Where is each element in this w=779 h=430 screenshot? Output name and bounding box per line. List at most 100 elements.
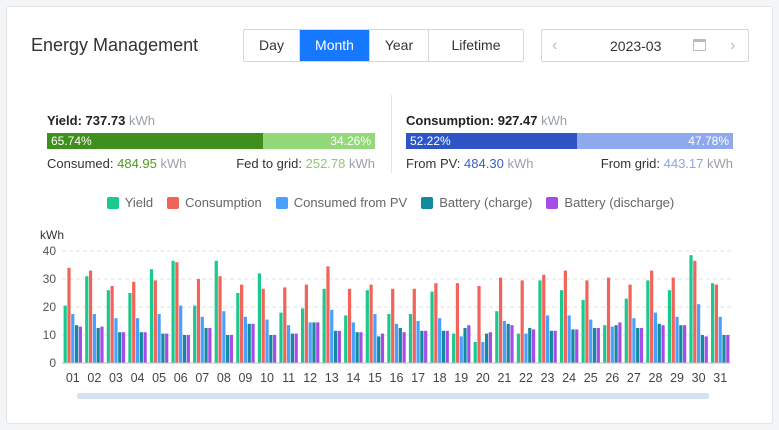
legend-item-battery-discharge[interactable]: Battery (discharge) — [546, 195, 674, 210]
bar-battery-discharge — [553, 330, 557, 363]
bar-consumed-from-pv — [610, 326, 614, 363]
bar-consumed-from-pv — [459, 336, 463, 363]
chevron-right-icon[interactable]: › — [730, 37, 736, 54]
bar-consumption — [218, 276, 222, 363]
legend-item-battery-charge[interactable]: Battery (charge) — [421, 195, 532, 210]
chart-zoom-scrollbar[interactable] — [77, 393, 709, 399]
month-picker[interactable]: ‹ 2023-03 › — [541, 29, 749, 62]
page-title: Energy Management — [31, 35, 199, 55]
consumption-grid-segment: 47.78% — [576, 133, 733, 149]
bar-battery-discharge — [661, 325, 665, 363]
x-tick-label: 24 — [562, 371, 576, 385]
bar-battery-charge — [74, 325, 79, 363]
tab-day[interactable]: Day — [244, 30, 300, 61]
bar-yield — [63, 305, 67, 363]
bar-consumed-from-pv — [545, 315, 550, 363]
bar-consumption — [563, 270, 567, 363]
bar-battery-charge — [269, 335, 273, 363]
bar-consumption — [585, 280, 589, 363]
bar-battery-discharge — [186, 335, 190, 363]
bar-battery-charge — [290, 333, 294, 363]
bar-consumption — [391, 288, 395, 363]
calendar-icon[interactable] — [693, 39, 706, 51]
bar-consumption — [650, 270, 654, 363]
bar-consumed-from-pv — [675, 316, 679, 363]
tab-lifetime[interactable]: Lifetime — [429, 30, 523, 61]
bar-battery-charge — [96, 328, 100, 363]
bar-consumed-from-pv — [394, 323, 399, 363]
yield-value: 737.73 — [85, 113, 126, 128]
x-tick-label: 17 — [411, 371, 425, 385]
chevron-left-icon[interactable]: ‹ — [552, 37, 558, 54]
bar-battery-discharge — [359, 332, 363, 363]
yield-split-bar: 65.74% 34.26% — [47, 133, 375, 149]
consumption-split-bar: 52.22% 47.78% — [406, 133, 733, 149]
bar-yield — [624, 298, 628, 363]
x-tick-label: 22 — [519, 371, 533, 385]
x-tick-label: 02 — [87, 371, 101, 385]
bar-battery-discharge — [596, 328, 600, 363]
legend-item-consumed-from-pv[interactable]: Consumed from PV — [275, 195, 408, 210]
bar-consumed-from-pv — [135, 318, 140, 363]
x-tick-label: 08 — [217, 371, 231, 385]
bar-battery-discharge — [467, 325, 471, 363]
bar-battery-charge — [636, 328, 640, 363]
y-tick-label: 20 — [43, 300, 57, 314]
bar-consumption — [412, 288, 416, 363]
from-pv-label: From PV: — [406, 156, 461, 171]
bar-consumed-from-pv — [632, 318, 636, 363]
bar-consumed-from-pv — [697, 304, 701, 363]
bar-battery-charge — [226, 335, 230, 363]
x-tick-label: 10 — [260, 371, 274, 385]
bar-consumption — [671, 277, 675, 363]
consumption-label: Consumption: — [406, 113, 495, 128]
bar-consumed-from-pv — [114, 318, 118, 363]
bar-battery-charge — [398, 328, 402, 363]
bar-yield — [473, 342, 477, 363]
yield-consumed-unit: kWh — [160, 156, 187, 171]
bar-consumption — [304, 284, 308, 363]
y-axis-label: kWh — [40, 228, 64, 242]
x-tick-label: 13 — [325, 371, 339, 385]
legend-item-yield[interactable]: Yield — [106, 195, 153, 210]
bar-yield — [279, 312, 283, 363]
bar-consumed-from-pv — [481, 342, 485, 363]
bar-consumption — [369, 284, 373, 363]
bar-consumption — [326, 266, 330, 363]
bar-battery-discharge — [424, 330, 428, 363]
bar-battery-discharge — [273, 335, 277, 363]
yield-fed-unit: kWh — [349, 156, 375, 171]
bar-battery-charge — [571, 329, 575, 363]
bar-battery-discharge — [121, 332, 126, 363]
legend-swatch — [421, 196, 434, 209]
bar-consumed-from-pv — [243, 316, 248, 363]
bar-battery-charge — [614, 325, 618, 363]
bar-battery-discharge — [488, 332, 493, 363]
bar-battery-charge — [506, 323, 510, 363]
x-tick-label: 28 — [649, 371, 663, 385]
yield-consumed: Consumed: 484.95 kWh — [47, 156, 187, 171]
bar-yield — [85, 276, 89, 363]
tab-month[interactable]: Month — [300, 30, 370, 61]
bar-battery-charge — [722, 335, 726, 363]
x-tick-label: 03 — [109, 371, 123, 385]
bar-battery-charge — [485, 333, 489, 363]
x-tick-label: 25 — [584, 371, 598, 385]
bar-yield — [193, 305, 197, 363]
bar-yield — [495, 311, 499, 363]
bar-yield — [236, 293, 240, 363]
tab-year[interactable]: Year — [370, 30, 429, 61]
legend-swatch — [546, 196, 559, 209]
bar-battery-discharge — [445, 330, 449, 363]
bar-battery-charge — [182, 335, 187, 363]
bar-battery-charge — [441, 330, 446, 363]
bar-battery-charge — [247, 323, 251, 363]
legend-swatch — [275, 196, 288, 209]
bar-battery-charge — [118, 332, 122, 363]
selected-month[interactable]: 2023-03 — [610, 38, 662, 54]
bar-battery-discharge — [618, 322, 622, 363]
legend-item-consumption[interactable]: Consumption — [167, 195, 262, 210]
period-tabs: Day Month Year Lifetime — [243, 29, 524, 62]
legend-label: Consumed from PV — [293, 195, 408, 210]
bar-consumed-from-pv — [373, 314, 377, 363]
